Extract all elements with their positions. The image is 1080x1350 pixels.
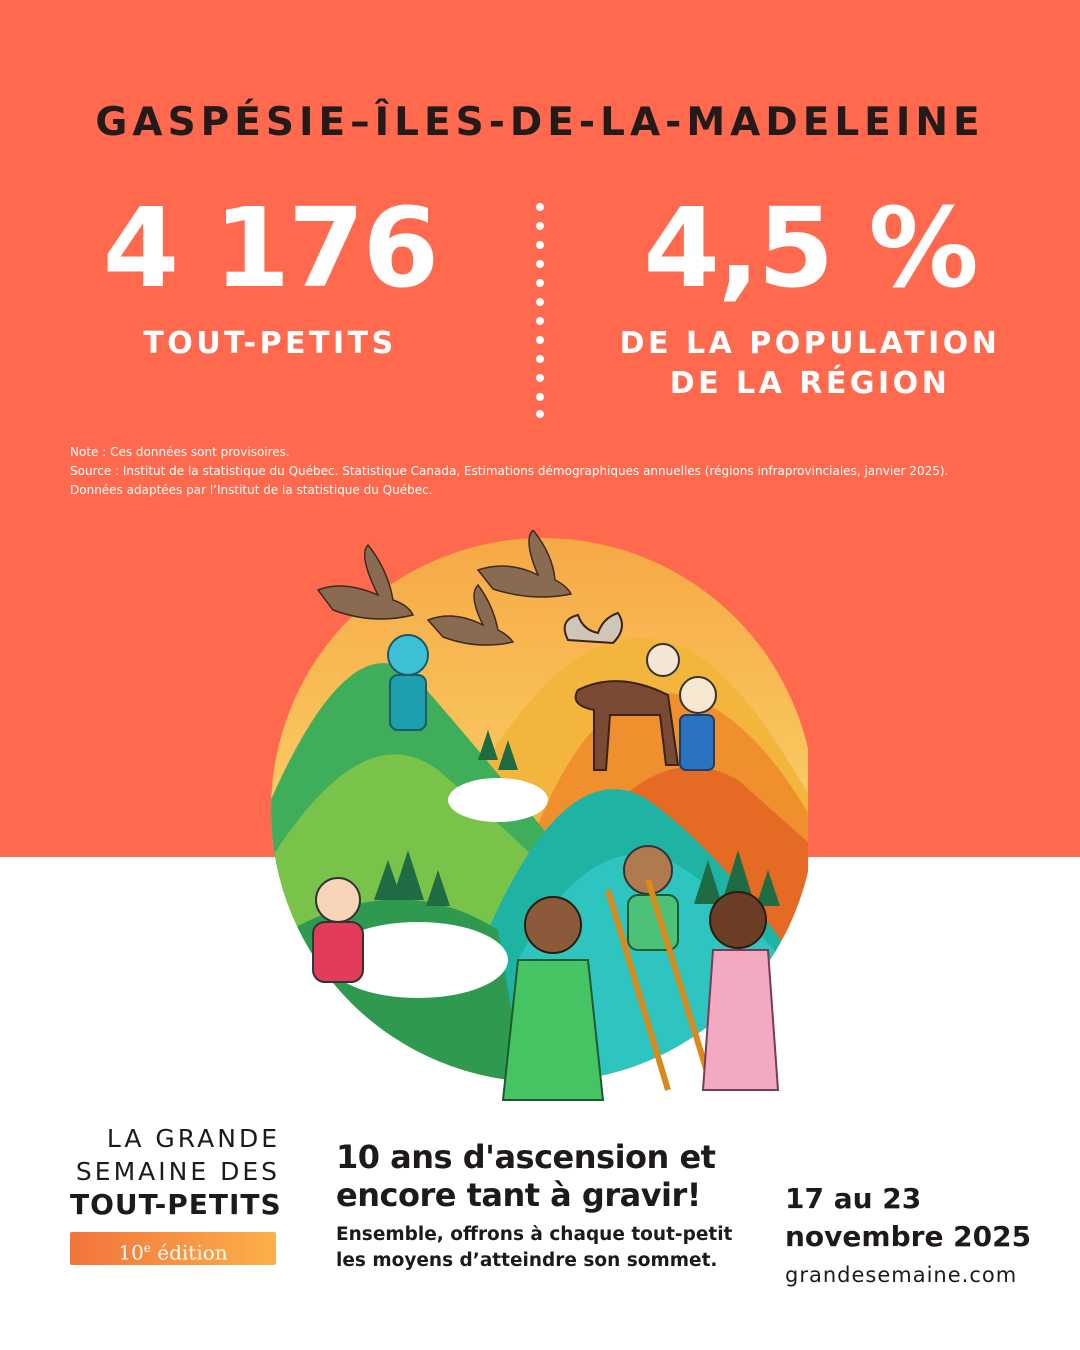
event-dates-1: 17 au 23 bbox=[785, 1182, 922, 1215]
tagline-sub-2: les moyens d’atteindre son sommet. bbox=[336, 1250, 718, 1271]
brand-logo: LA GRANDE SEMAINE DES TOUT-PETITS 10e éd… bbox=[70, 1122, 282, 1265]
note-line: Note : Ces données sont provisoires. bbox=[70, 445, 290, 459]
children-stat: 4 176 TOUT-PETITS bbox=[60, 188, 480, 364]
edition-badge: 10e édition bbox=[70, 1232, 276, 1265]
children-count: 4 176 bbox=[102, 184, 439, 312]
tagline-headline-1: 10 ans d'ascension et bbox=[336, 1138, 716, 1176]
moose-icon bbox=[563, 611, 680, 771]
tagline-headline-2: encore tant à gravir! bbox=[336, 1176, 701, 1214]
source-line: Source : Institut de la statistique du Q… bbox=[70, 464, 949, 478]
edition-suffix: e bbox=[143, 1241, 151, 1255]
population-label-line2: DE LA RÉGION bbox=[669, 366, 951, 401]
mountain-illustration bbox=[271, 530, 808, 1101]
goose-icon bbox=[316, 530, 573, 646]
edition-number: 10 bbox=[118, 1240, 144, 1265]
tagline-sub-1: Ensemble, offrons à chaque tout-petit bbox=[336, 1224, 733, 1245]
brand-line-3: TOUT-PETITS bbox=[70, 1188, 282, 1221]
event-dates-2: novembre 2025 bbox=[785, 1220, 1032, 1253]
adaptation-line: Données adaptées par l’Institut de la st… bbox=[70, 483, 433, 497]
source-note: Note : Ces données sont provisoires. Sou… bbox=[70, 443, 1030, 500]
population-label-line1: DE LA POPULATION bbox=[619, 326, 1001, 361]
children-figures-icon bbox=[312, 634, 780, 1101]
population-stat: 4,5 % DE LA POPULATION DE LA RÉGION bbox=[600, 188, 1020, 404]
brand-line-2: SEMAINE DES bbox=[75, 1157, 280, 1186]
event-info: 17 au 23 novembre 2025 grandesemaine.com bbox=[785, 1180, 1065, 1288]
campaign-tagline: 10 ans d'ascension et encore tant à grav… bbox=[336, 1138, 756, 1274]
population-share: 4,5 % bbox=[643, 184, 978, 312]
edition-word: édition bbox=[150, 1240, 228, 1265]
website-link[interactable]: grandesemaine.com bbox=[785, 1263, 1018, 1287]
region-title: GASPÉSIE–ÎLES-DE-LA-MADELEINE bbox=[95, 100, 985, 145]
children-label: TOUT-PETITS bbox=[143, 326, 397, 361]
brand-line-1: LA GRANDE bbox=[106, 1124, 280, 1153]
dotted-divider bbox=[536, 203, 544, 418]
